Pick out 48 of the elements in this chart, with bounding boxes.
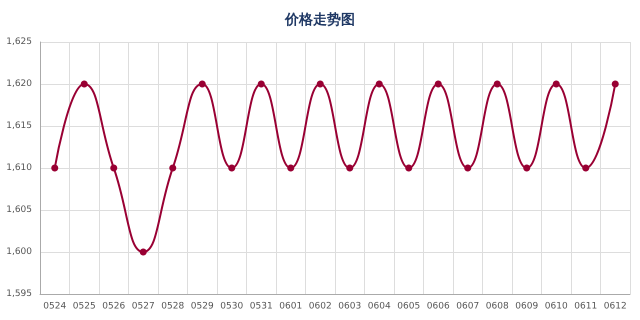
point <box>80 80 88 88</box>
y-tick-label: 1,620 <box>6 79 32 89</box>
point <box>198 80 206 88</box>
y-tick-label: 1,610 <box>6 163 32 173</box>
point <box>494 80 501 88</box>
x-tick-label: 0604 <box>368 302 391 312</box>
x-tick-label: 0612 <box>604 302 627 312</box>
point <box>140 248 147 256</box>
x-tick-label: 0527 <box>132 302 155 312</box>
x-tick-label: 0610 <box>544 302 568 312</box>
point <box>612 80 619 88</box>
point <box>258 80 265 88</box>
point <box>434 80 442 88</box>
x-tick-label: 0524 <box>43 302 66 312</box>
x-tick-label: 0605 <box>397 302 420 312</box>
x-tick-label: 0530 <box>220 302 244 312</box>
x-tick-label: 0603 <box>338 302 362 312</box>
y-tick-label: 1,615 <box>6 121 32 131</box>
point <box>110 164 118 172</box>
point <box>552 80 560 88</box>
x-tick-label: 0607 <box>456 302 480 312</box>
point <box>228 164 236 172</box>
x-tick-label: 0609 <box>515 302 538 312</box>
x-tick-label: 0526 <box>102 302 126 312</box>
x-tick-label: 0528 <box>161 302 184 312</box>
y-tick-label: 1,600 <box>6 247 32 257</box>
chart-title: 价格走势图 <box>284 12 355 28</box>
x-tick-label: 0529 <box>190 302 214 312</box>
x-tick-label: 0611 <box>574 302 598 312</box>
point <box>287 164 294 172</box>
point <box>376 80 383 88</box>
x-tick-label: 0608 <box>486 302 509 312</box>
x-tick-label: 0531 <box>250 302 273 312</box>
point <box>582 164 590 172</box>
x-tick-label: 0525 <box>72 302 96 312</box>
x-tick-label: 0601 <box>279 302 302 312</box>
y-tick-label: 1,595 <box>6 289 32 299</box>
x-tick-label: 0606 <box>426 302 450 312</box>
point <box>405 164 412 172</box>
point <box>523 164 530 172</box>
point <box>51 164 58 172</box>
y-tick-label: 1,625 <box>6 37 32 47</box>
y-tick-label: 1,605 <box>6 205 32 215</box>
point <box>169 164 176 172</box>
point <box>464 164 472 172</box>
x-tick-label: 0602 <box>308 302 332 312</box>
point <box>346 164 354 172</box>
point <box>316 80 324 88</box>
